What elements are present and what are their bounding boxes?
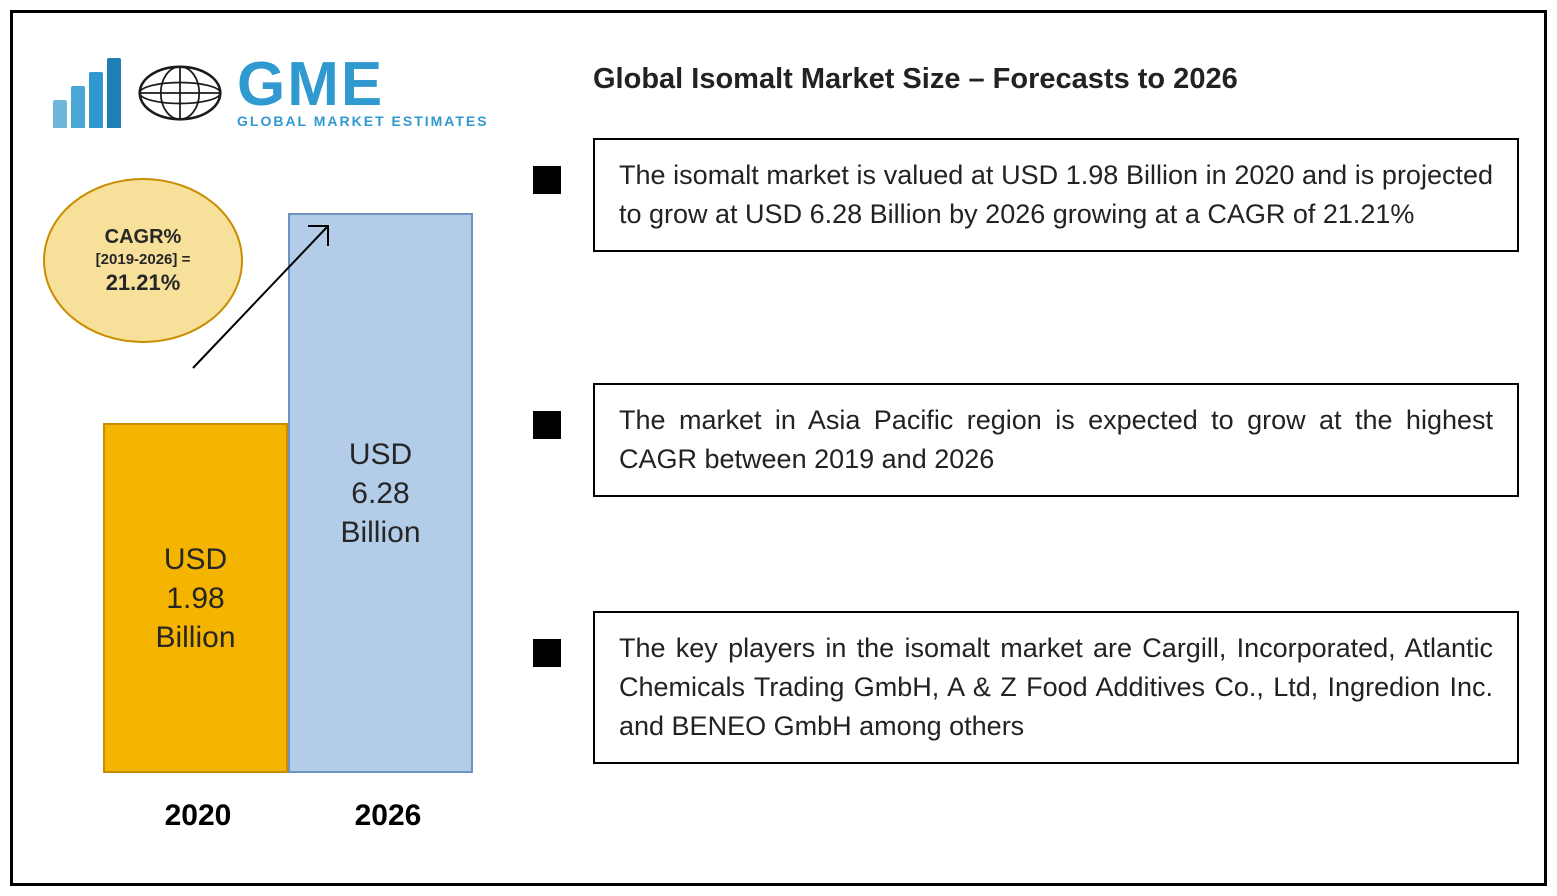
logo-text: GME GLOBAL MARKET ESTIMATES xyxy=(237,57,489,129)
logo-initials: GME xyxy=(237,57,489,113)
gme-logo: GME GLOBAL MARKET ESTIMATES xyxy=(53,33,513,153)
cagr-badge: CAGR% [2019-2026] = 21.21% xyxy=(43,178,243,343)
info-row-0: The isomalt market is valued at USD 1.98… xyxy=(533,138,1519,252)
bullet-icon xyxy=(533,411,561,439)
cagr-period: [2019-2026] = xyxy=(96,251,191,268)
bar-2026-label: USD 6.28 Billion xyxy=(340,435,420,552)
cagr-label: CAGR% xyxy=(105,226,182,249)
bullet-icon xyxy=(533,639,561,667)
info-row-2: The key players in the isomalt market ar… xyxy=(533,611,1519,764)
info-row-1: The market in Asia Pacific region is exp… xyxy=(533,383,1519,497)
info-box-1: The market in Asia Pacific region is exp… xyxy=(593,383,1519,497)
x-label-2026: 2026 xyxy=(293,799,483,833)
logo-tagline: GLOBAL MARKET ESTIMATES xyxy=(237,113,489,129)
bullet-icon xyxy=(533,166,561,194)
logo-bars-icon xyxy=(53,58,123,128)
globe-icon xyxy=(135,58,225,128)
bar-2020-label: USD 1.98 Billion xyxy=(155,540,235,657)
infographic-frame: GME GLOBAL MARKET ESTIMATES Global Isoma… xyxy=(10,10,1547,886)
x-axis-labels: 2020 2026 xyxy=(103,799,483,833)
info-box-0: The isomalt market is valued at USD 1.98… xyxy=(593,138,1519,252)
cagr-value: 21.21% xyxy=(106,270,181,296)
bar-2020: USD 1.98 Billion xyxy=(103,423,288,773)
bar-2026: USD 6.28 Billion xyxy=(288,213,473,773)
infographic-title: Global Isomalt Market Size – Forecasts t… xyxy=(593,63,1238,96)
x-label-2020: 2020 xyxy=(103,799,293,833)
info-box-2: The key players in the isomalt market ar… xyxy=(593,611,1519,764)
